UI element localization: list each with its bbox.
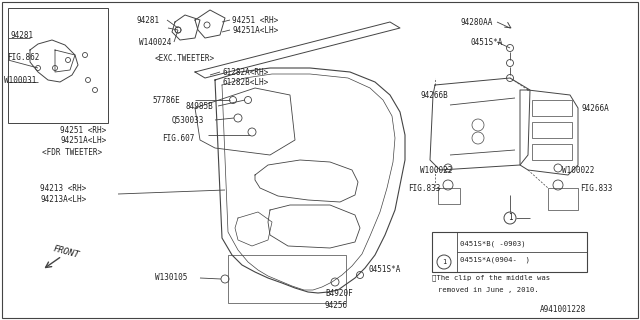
Text: 61282B<LH>: 61282B<LH>: [222, 77, 268, 86]
Text: 1: 1: [508, 213, 512, 222]
Text: <FDR TWEETER>: <FDR TWEETER>: [42, 148, 102, 156]
Text: 94256: 94256: [324, 300, 347, 309]
Text: 1: 1: [442, 259, 446, 265]
Text: 94251A<LH>: 94251A<LH>: [232, 26, 278, 35]
Text: W100022: W100022: [562, 165, 595, 174]
Text: <EXC.TWEETER>: <EXC.TWEETER>: [155, 53, 215, 62]
Bar: [532, 122, 572, 138]
Bar: [532, 100, 572, 116]
Bar: [432, 232, 587, 272]
Text: Q530033: Q530033: [172, 116, 204, 124]
Text: 94266A: 94266A: [582, 103, 610, 113]
Text: 94251A<LH>: 94251A<LH>: [60, 135, 106, 145]
Text: 61282A<RH>: 61282A<RH>: [222, 68, 268, 76]
Text: 57786E: 57786E: [152, 95, 180, 105]
Text: FIG.607: FIG.607: [162, 133, 195, 142]
Text: FIG.833: FIG.833: [408, 183, 440, 193]
Text: W130105: W130105: [155, 274, 188, 283]
Text: 94213A<LH>: 94213A<LH>: [40, 196, 86, 204]
Bar: [438, 188, 460, 204]
Text: ※The clip of the middle was: ※The clip of the middle was: [432, 275, 550, 281]
Text: W100022: W100022: [420, 165, 452, 174]
Text: B4920F: B4920F: [325, 289, 353, 298]
Text: 84985B: 84985B: [185, 101, 212, 110]
Text: 94280AA: 94280AA: [460, 18, 492, 27]
Text: FRONT: FRONT: [52, 244, 80, 260]
Text: 94251 <RH>: 94251 <RH>: [232, 15, 278, 25]
Text: 0451S*A: 0451S*A: [368, 266, 401, 275]
Text: 94251 <RH>: 94251 <RH>: [60, 125, 106, 134]
Text: FIG.862: FIG.862: [7, 52, 40, 61]
Bar: [8, 8, 108, 123]
Text: A941001228: A941001228: [540, 306, 586, 315]
Text: 0451S*B( -0903): 0451S*B( -0903): [460, 241, 525, 247]
Text: 94266B: 94266B: [420, 91, 448, 100]
Text: 94281: 94281: [136, 15, 159, 25]
Bar: [548, 188, 578, 210]
Text: 0451S*A(0904-  ): 0451S*A(0904- ): [460, 257, 530, 263]
Text: 94213 <RH>: 94213 <RH>: [40, 183, 86, 193]
Bar: [532, 144, 572, 160]
Text: 0451S*A: 0451S*A: [470, 37, 502, 46]
Text: removed in June , 2010.: removed in June , 2010.: [438, 287, 539, 293]
Text: FIG.833: FIG.833: [580, 183, 612, 193]
Bar: [228, 255, 346, 303]
Text: W100031: W100031: [4, 76, 36, 84]
Text: 94281: 94281: [10, 30, 33, 39]
Text: W140024: W140024: [139, 37, 172, 46]
